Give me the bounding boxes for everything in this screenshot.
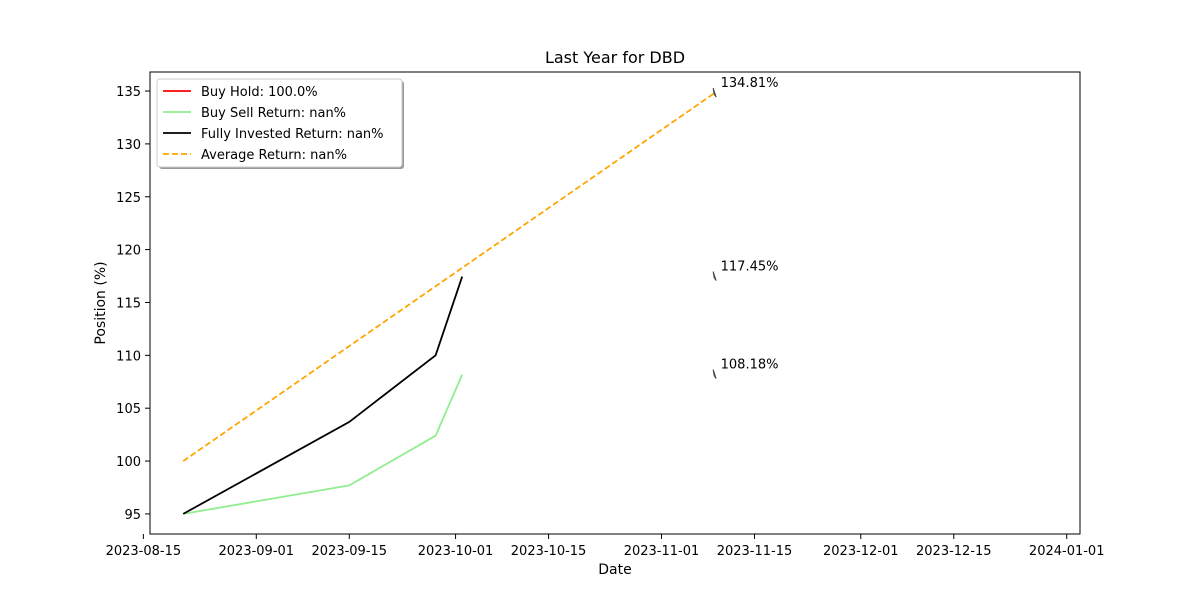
y-tick-label: 105 xyxy=(116,402,141,417)
annotation-marker xyxy=(712,369,717,379)
x-tick-label: 2023-10-15 xyxy=(511,544,587,559)
x-tick-label: 2023-08-15 xyxy=(106,544,182,559)
x-tick-label: 2023-12-01 xyxy=(823,544,899,559)
annotation-marker xyxy=(712,87,717,98)
y-tick-label: 125 xyxy=(116,191,141,206)
chart-title: Last Year for DBD xyxy=(545,48,685,67)
x-axis: 2023-08-15 2023-09-01 2023-09-15 2023-10-01… xyxy=(106,534,1105,559)
x-tick-label: 2023-09-01 xyxy=(219,544,295,559)
y-tick-label: 95 xyxy=(124,508,141,523)
y-tick-label: 135 xyxy=(116,85,141,100)
annotation-label: 108.18% xyxy=(721,358,779,373)
y-axis-label: Position (%) xyxy=(93,261,109,344)
y-tick-label: 120 xyxy=(116,244,141,259)
x-tick-label: 2023-10-01 xyxy=(418,544,494,559)
y-tick-label: 130 xyxy=(116,138,141,153)
annotation-label: 134.81% xyxy=(721,76,779,91)
legend-label: Buy Hold: 100.0% xyxy=(201,85,318,100)
plot-frame xyxy=(149,71,1081,535)
legend-box xyxy=(156,78,403,168)
legend-label: Fully Invested Return: nan% xyxy=(201,127,384,142)
y-axis: 95 100 105 110 115 120 125 130 135 xyxy=(116,85,150,523)
y-tick-label: 100 xyxy=(116,455,141,470)
legend-label: Average Return: nan% xyxy=(201,148,347,163)
x-tick-label: 2023-11-01 xyxy=(624,544,700,559)
x-tick-label: 2023-11-15 xyxy=(717,544,793,559)
plot-area: 134.81% 117.45% 108.18% xyxy=(182,76,779,515)
annotation-marker xyxy=(712,271,717,281)
x-tick-label: 2023-12-15 xyxy=(916,544,992,559)
series-line-2 xyxy=(182,276,464,515)
x-tick-label: 2024-01-01 xyxy=(1029,544,1105,559)
x-tick-label: 2023-09-15 xyxy=(312,544,388,559)
legend: Buy Hold: 100.0% Buy Sell Return: nan% Ful… xyxy=(156,78,404,169)
annotation-label: 117.45% xyxy=(721,260,779,275)
legend-label: Buy Sell Return: nan% xyxy=(201,106,346,121)
x-axis-label: Date xyxy=(598,562,631,578)
y-tick-label: 115 xyxy=(116,296,141,311)
y-tick-label: 110 xyxy=(116,349,141,364)
series-line-1 xyxy=(183,374,464,515)
